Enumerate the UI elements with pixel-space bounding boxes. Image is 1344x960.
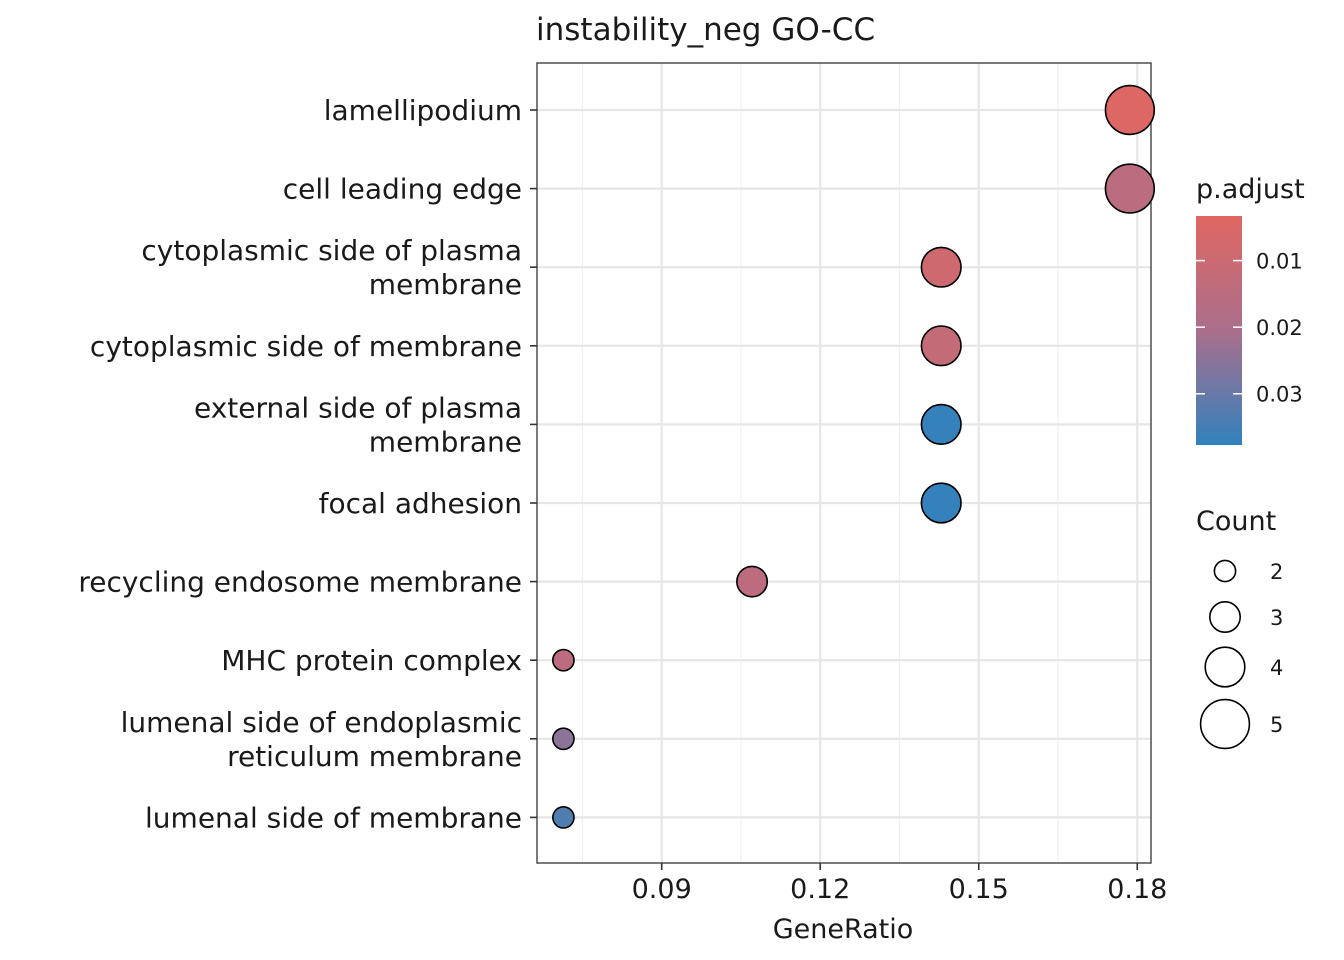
- y-tick-label: lamellipodium: [324, 94, 522, 127]
- count-legend-label: 4: [1270, 656, 1283, 680]
- x-tick-label: 0.12: [790, 874, 850, 905]
- count-legend-key: [1209, 600, 1242, 633]
- y-tick-label: membrane: [369, 425, 522, 458]
- p-adjust-legend: p.adjust 0.01 0.02 0.03: [1196, 174, 1305, 445]
- x-axis-label: GeneRatio: [773, 914, 914, 945]
- colorbar-tick-label: 0.01: [1256, 250, 1303, 274]
- data-point: [920, 403, 962, 446]
- p-adjust-legend-title: p.adjust: [1196, 174, 1305, 205]
- y-tick-label: membrane: [369, 268, 522, 301]
- data-point: [552, 806, 575, 829]
- chart-title: instability_neg GO-CC: [536, 12, 875, 48]
- count-legend-key: [1199, 698, 1251, 750]
- points-layer: [552, 84, 1156, 829]
- data-point: [920, 482, 962, 524]
- count-legend-title: Count: [1196, 506, 1276, 537]
- count-legend-label: 2: [1270, 560, 1283, 584]
- data-point: [920, 325, 962, 367]
- x-axis: 0.09 0.12 0.15 0.18: [632, 863, 1167, 905]
- y-tick-label: reticulum membrane: [227, 740, 522, 773]
- y-tick-label: lumenal side of endoplasmic: [121, 706, 522, 739]
- count-legend-label: 5: [1270, 713, 1283, 737]
- y-axis: lamellipodium cell leading edge cytoplasmi…: [78, 94, 537, 834]
- y-tick-label: cell leading edge: [283, 173, 522, 206]
- data-point: [552, 648, 575, 672]
- y-tick-label: focal adhesion: [319, 487, 522, 520]
- y-tick-label: cytoplasmic side of plasma: [141, 234, 522, 267]
- data-point: [920, 246, 962, 288]
- colorbar-tick-label: 0.02: [1256, 316, 1303, 340]
- y-tick-label: recycling endosome membrane: [78, 566, 522, 599]
- count-legend-key: [1213, 559, 1237, 583]
- count-legend-label: 3: [1270, 606, 1283, 630]
- data-point: [1104, 84, 1156, 136]
- count-legend: Count 2 3 4 5: [1196, 506, 1283, 750]
- p-adjust-colorbar: [1196, 216, 1242, 445]
- panel-background: [537, 63, 1151, 863]
- data-point: [736, 565, 769, 598]
- x-tick-label: 0.09: [632, 874, 692, 905]
- data-point: [1104, 163, 1156, 214]
- y-tick-label: MHC protein complex: [221, 644, 522, 677]
- colorbar-tick-label: 0.03: [1256, 383, 1303, 407]
- count-legend-key: [1204, 646, 1246, 688]
- x-tick-label: 0.18: [1107, 874, 1167, 905]
- y-tick-label: cytoplasmic side of membrane: [90, 330, 522, 363]
- panel-border: [536, 62, 1152, 864]
- x-tick-label: 0.15: [949, 874, 1009, 905]
- y-tick-label: external side of plasma: [194, 391, 522, 424]
- y-tick-label: lumenal side of membrane: [145, 801, 522, 834]
- data-point: [552, 727, 575, 751]
- plot-panel: [536, 62, 1152, 864]
